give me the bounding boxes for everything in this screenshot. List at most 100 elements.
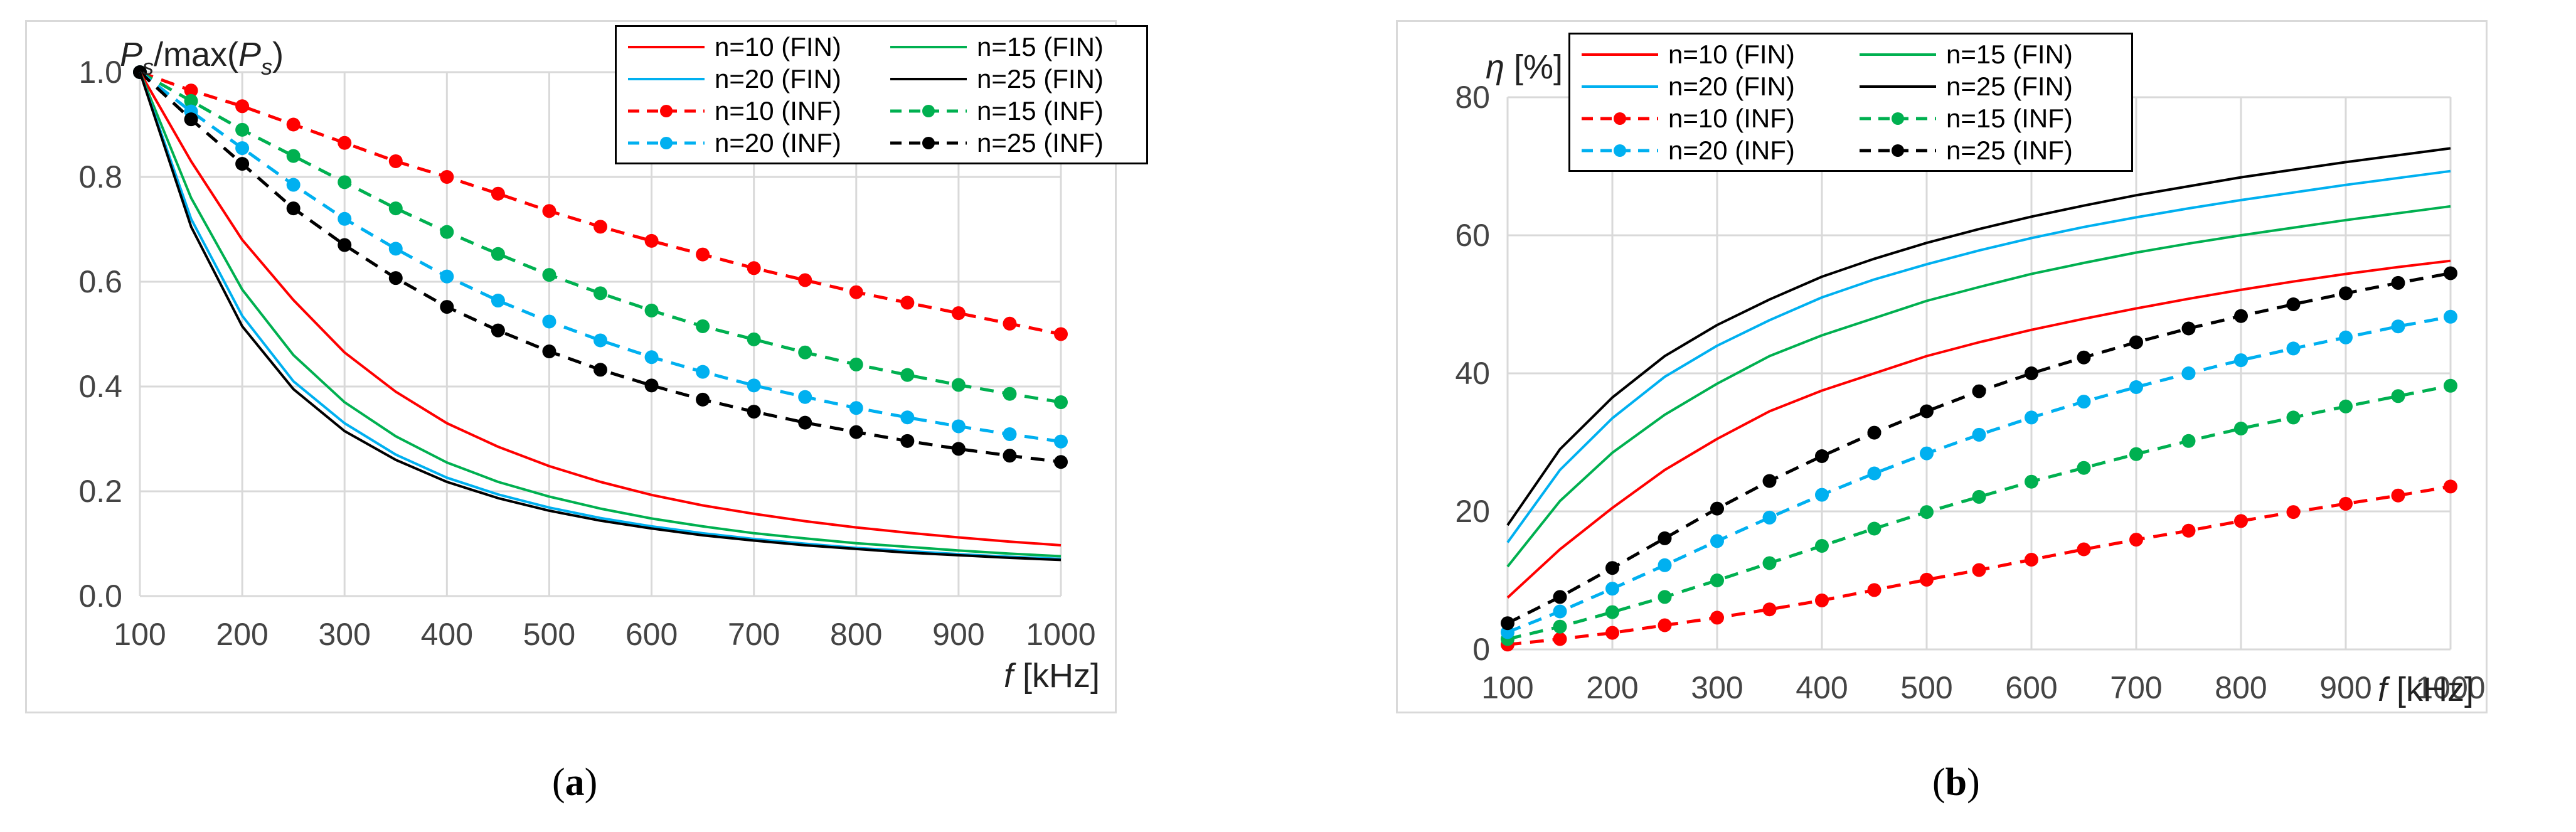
chart-b-series-line-n-15-fin [1506,205,2451,568]
chart-b-point-n-10-inf [2339,496,2353,511]
chart-b-point-n-20-inf [1815,488,1829,502]
chart-b-point-n-25-inf [2025,366,2038,380]
chart-a-legend-item-n-15-inf: n=15 (INF) [888,95,1137,127]
chart-b-point-n-25-inf [1710,501,1724,516]
chart-a-y-tick-label: 0.4 [78,369,122,404]
legend-swatch-icon [628,45,705,48]
chart-b-point-n-25-inf [2129,335,2143,349]
chart-a-y-tick-label: 0.0 [78,579,122,614]
chart-b-y-tick-label: 40 [1455,356,1490,391]
chart-b-x-tick-label: 600 [2005,670,2057,705]
chart-b-point-n-20-inf [1658,558,1672,572]
chart-a-legend: n=10 (FIN) n=15 (FIN) n=20 (FIN) n=25 (FIN)… [615,25,1148,164]
chart-a-y-tick-label: 0.6 [78,264,122,299]
chart-a-point-n-20-inf [900,410,915,425]
legend-label: n=25 (INF) [1946,135,2073,165]
chart-panel-b: 100 200 300 400 500 600 700 800 900 1000 0 20 40 60 80… [1396,20,2488,713]
chart-a-point-n-20-inf [798,390,812,404]
chart-a-point-n-25-inf [235,157,250,171]
chart-b-point-n-20-inf [2286,341,2301,356]
chart-a-x-tick-label: 300 [319,617,371,652]
legend-label: n=15 (INF) [977,95,1104,125]
chart-a-legend-item-n-20-fin: n=20 (FIN) [625,63,875,95]
chart-b-legend: n=10 (FIN) n=15 (FIN) n=20 (FIN) n=25 (FIN)… [1568,33,2133,172]
chart-a-point-n-25-inf [849,425,863,439]
chart-b-point-n-20-inf [2129,380,2143,394]
chart-a-point-n-10-inf [747,261,761,275]
chart-b-point-n-20-inf [2025,410,2038,425]
chart-b-x-tick-label: 300 [1691,670,1743,705]
chart-a-point-n-25-inf [951,442,966,456]
chart-b-point-n-25-inf [2181,321,2196,336]
chart-b-point-n-15-inf [1710,573,1724,587]
chart-b-xlabel: f [kHz] [2378,671,2474,708]
chart-a-point-n-20-inf [542,314,556,329]
chart-b-x-tick-label: 800 [2215,670,2267,705]
chart-b-point-n-15-inf [1762,556,1777,570]
legend-label: n=15 (FIN) [1946,39,2073,69]
chart-b-point-n-15-inf [1605,605,1619,619]
chart-a-point-n-25-inf [542,344,556,359]
chart-b-point-n-25-inf [1972,384,1986,398]
chart-a-point-n-20-inf [338,211,352,226]
chart-a-point-n-25-inf [747,405,761,419]
chart-a-point-n-25-inf [900,434,915,448]
chart-a-point-n-15-inf [798,345,812,360]
chart-b-point-n-15-inf [1972,489,1986,504]
chart-b-legend-item-n-10-fin: n=10 (FIN) [1579,38,1844,70]
chart-a-point-n-10-inf [1003,316,1017,331]
chart-b-x-tick-label: 100 [1481,670,1533,705]
chart-a-point-n-20-inf [440,269,454,284]
chart-b-point-n-15-inf [1658,590,1672,604]
chart-a-x-tick-label: 400 [421,617,473,652]
chart-a-x-tick-label: 500 [523,617,575,652]
chart-a-x-tick-label: 200 [216,617,268,652]
chart-a-point-n-15-inf [338,175,352,189]
chart-a-point-n-20-inf [644,350,659,365]
chart-a-point-n-15-inf [593,286,607,301]
chart-a-x-tick-label: 800 [830,617,882,652]
chart-b-point-n-20-inf [2444,309,2457,324]
legend-swatch-icon [1860,85,1936,88]
chart-b-point-n-10-inf [1658,618,1672,632]
legend-swatch-icon [1860,112,1936,125]
chart-a-point-n-15-inf [747,332,761,346]
chart-b-point-n-20-inf [1762,510,1777,525]
legend-label: n=10 (FIN) [1668,39,1795,69]
legend-swatch-icon [890,77,967,80]
chart-a-point-n-10-inf [388,154,403,168]
chart-a-point-n-15-inf [542,268,556,282]
chart-a-point-n-20-inf [388,242,403,256]
chart-b-point-n-10-inf [1553,632,1567,646]
chart-a-point-n-25-inf [286,201,301,216]
chart-b-point-n-15-inf [2339,399,2353,413]
chart-b-point-n-20-inf [1553,604,1567,619]
chart-a-point-n-15-inf [951,378,966,392]
chart-b-point-n-20-inf [1920,446,1934,461]
chart-b-point-n-10-inf [2077,542,2091,557]
legend-swatch-icon [1582,85,1658,88]
chart-b-point-n-15-inf [1867,521,1881,536]
chart-a-point-n-15-inf [644,303,659,317]
chart-a-point-n-15-inf [1003,387,1017,401]
chart-b-point-n-10-inf [1762,602,1777,617]
legend-swatch-icon [628,136,705,149]
chart-a-point-n-10-inf [798,273,812,287]
legend-swatch-icon [1860,53,1936,56]
legend-label: n=10 (INF) [715,95,841,125]
chart-b-series-line-n-20-fin [1506,169,2451,543]
chart-b-legend-item-n-15-inf: n=15 (INF) [1857,102,2122,134]
chart-a-point-n-20-inf [1003,427,1017,441]
chart-b-point-n-25-inf [1920,404,1934,419]
chart-b-y-tick-label: 60 [1455,218,1490,253]
chart-a-point-n-20-inf [696,365,710,379]
chart-b-point-n-15-inf [2181,434,2196,448]
chart-a-legend-item-n-20-inf: n=20 (INF) [625,127,875,159]
chart-b-point-n-20-inf [1710,534,1724,548]
chart-b-point-n-20-inf [2391,319,2405,334]
caption-a: (a) [552,761,598,804]
chart-b-point-n-15-inf [2025,474,2038,489]
chart-b-legend-item-n-20-fin: n=20 (FIN) [1579,70,1844,102]
chart-a-point-n-20-inf [951,419,966,434]
legend-swatch-icon [890,45,967,48]
